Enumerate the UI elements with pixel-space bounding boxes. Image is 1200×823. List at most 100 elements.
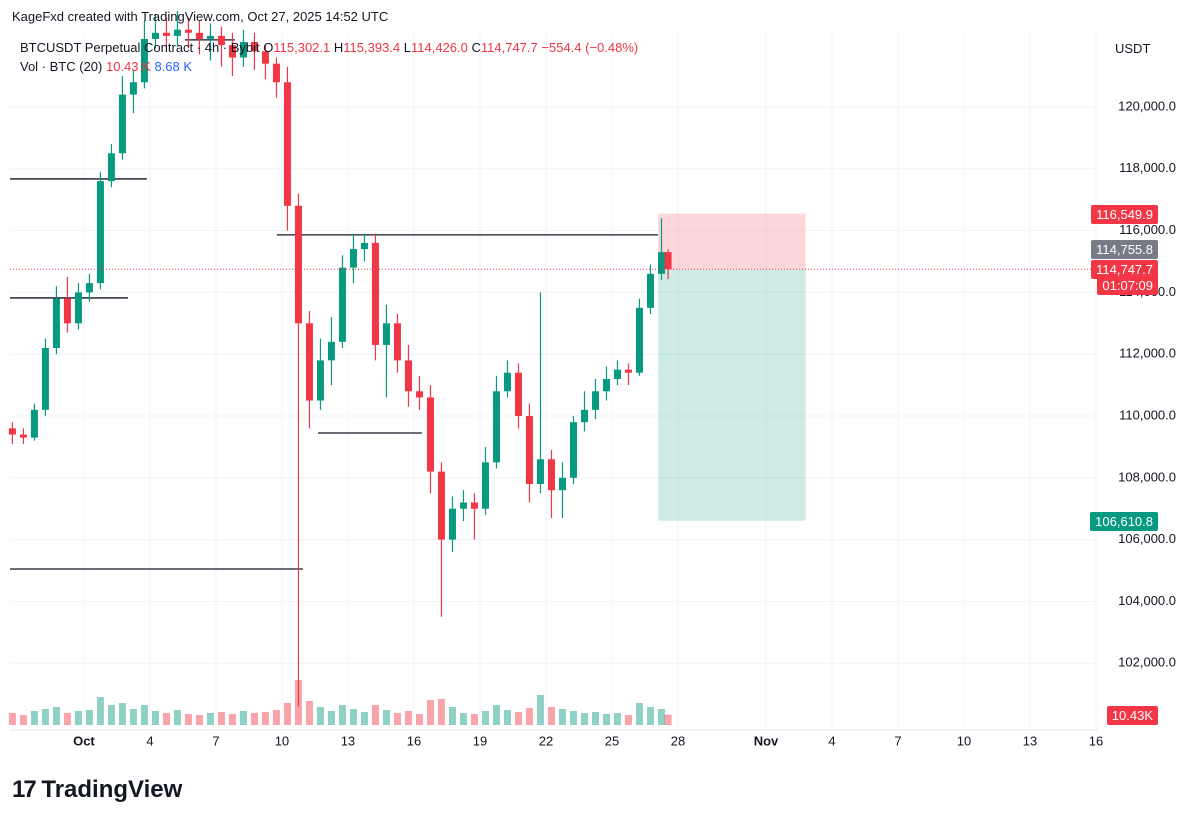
candle-body: [664, 252, 672, 270]
candle-body: [261, 51, 269, 64]
volume-bar: [558, 709, 566, 725]
volume-bar: [437, 699, 445, 725]
volume-bar: [173, 710, 181, 725]
volume-bar: [569, 711, 577, 725]
candle-body: [129, 82, 137, 95]
c-key: C: [471, 40, 481, 55]
candle-body: [19, 434, 27, 438]
candle-body: [426, 397, 434, 472]
target-label: 106,610.8: [1090, 511, 1158, 531]
candle-body: [525, 416, 533, 484]
currency: USDT: [1115, 41, 1151, 56]
candle-body: [646, 273, 654, 308]
candle-body: [184, 29, 192, 33]
candle-body: [239, 42, 247, 58]
candle-body: [316, 360, 324, 401]
candle-body: [624, 369, 632, 373]
volume-bar: [624, 715, 632, 725]
volume-bar: [151, 711, 159, 725]
x-tick-label: Nov: [754, 733, 779, 748]
volume-bar: [547, 707, 555, 725]
candle-body: [635, 307, 643, 373]
volume-bar: [63, 713, 71, 725]
volume-bar: [613, 713, 621, 725]
volume-bar: [107, 705, 115, 725]
volume-name: Vol · BTC (20): [20, 59, 103, 74]
candle-body: [514, 372, 522, 417]
candle-body: [305, 323, 313, 401]
candle-body: [448, 508, 456, 540]
y-tick-label: 110,000.0: [1119, 407, 1176, 422]
volume-bar: [338, 705, 346, 725]
x-tick-label: 16: [1089, 733, 1103, 748]
volume-bar: [635, 703, 643, 725]
attribution: KageFxd created with TradingView.com, Oc…: [12, 9, 389, 24]
y-tick-label: 120,000.0: [1118, 98, 1176, 113]
volume-bar: [206, 713, 214, 725]
x-tick-label: 7: [894, 733, 901, 748]
candle-body: [580, 409, 588, 423]
candle-body: [371, 242, 379, 345]
candle-body: [470, 502, 478, 509]
countdown-label: 01:07:09: [1097, 276, 1158, 296]
stop-label: 116,549.9: [1091, 204, 1158, 224]
x-tick-label: 7: [212, 733, 219, 748]
candle-body: [415, 391, 423, 398]
candle-body: [206, 35, 214, 39]
candle-body: [404, 360, 412, 392]
volume-last: 10.43 K: [105, 59, 151, 74]
x-tick-label: 19: [473, 733, 487, 748]
last-price-label: 114,747.7: [1091, 260, 1158, 280]
volume-bar: [646, 707, 654, 725]
volume-bar: [481, 711, 489, 725]
volume-bar: [470, 714, 478, 725]
change: −554.4 (−0.48%): [541, 40, 639, 55]
volume-bar: [217, 712, 225, 725]
volume-bar: [228, 714, 236, 725]
volume-bar: [664, 714, 672, 725]
candle-body: [74, 292, 82, 324]
volume-bar: [591, 712, 599, 725]
candle-body: [118, 94, 126, 154]
volume-axis-label: 10.43K: [1106, 705, 1158, 725]
volume-bar: [525, 708, 533, 725]
candle-body: [492, 391, 500, 463]
volume-bar: [393, 713, 401, 725]
volume-bar: [19, 715, 27, 725]
c-value: 114,747.7: [480, 40, 538, 55]
y-tick-label: 104,000.0: [1118, 593, 1176, 608]
volume-bar: [492, 705, 500, 725]
candle-body: [382, 323, 390, 345]
volume-bar: [239, 711, 247, 725]
volume-bar: [85, 710, 93, 725]
y-tick-label: 118,000.0: [1119, 160, 1176, 175]
volume-bar: [657, 709, 665, 725]
candle-body: [481, 462, 489, 509]
candle-body: [41, 348, 49, 410]
volume-bar: [195, 715, 203, 725]
legend-main: BTCUSDT Perpetual Contract · 4h · Bybit …: [20, 40, 638, 55]
volume-bar: [305, 701, 313, 725]
volume-bar: [140, 705, 148, 725]
volume-bar: [162, 713, 170, 725]
candle-body: [195, 32, 203, 39]
candle-body: [151, 32, 159, 39]
candle-body: [338, 267, 346, 342]
volume-bar: [404, 711, 412, 725]
candle-body: [360, 242, 368, 250]
y-tick-label: 106,000.0: [1118, 531, 1176, 546]
candle-body: [162, 32, 170, 36]
mark-price-label: 114,755.8: [1091, 240, 1158, 260]
candle-body: [569, 422, 577, 478]
candle-body: [349, 249, 357, 268]
candle-body: [85, 283, 93, 293]
volume-bar: [261, 712, 269, 725]
candle-body: [8, 428, 16, 435]
candle-body: [503, 372, 511, 392]
x-tick-label: 22: [539, 733, 553, 748]
y-tick-label: 102,000.0: [1118, 655, 1176, 670]
candle-body: [536, 459, 544, 484]
candle-body: [96, 181, 104, 284]
volume-bar: [184, 714, 192, 725]
